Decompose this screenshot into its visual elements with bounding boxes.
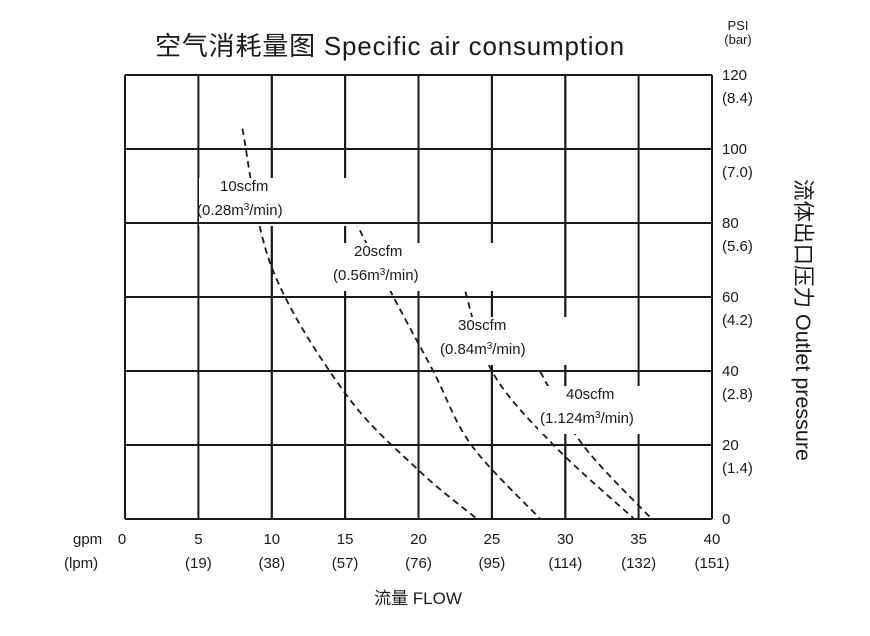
svg-text:0: 0 bbox=[118, 531, 126, 548]
svg-text:40: 40 bbox=[722, 363, 739, 380]
svg-text:25: 25 bbox=[484, 531, 501, 548]
svg-text:流体出口压力 Outlet pressure: 流体出口压力 Outlet pressure bbox=[791, 179, 815, 461]
svg-text:60: 60 bbox=[722, 289, 739, 306]
svg-text:40scfm: 40scfm bbox=[566, 386, 614, 403]
svg-text:35: 35 bbox=[630, 531, 647, 548]
svg-text:(8.4): (8.4) bbox=[722, 90, 753, 107]
svg-text:80: 80 bbox=[722, 215, 739, 232]
svg-text:(19): (19) bbox=[185, 555, 212, 572]
svg-text:100: 100 bbox=[722, 141, 747, 158]
svg-text:(38): (38) bbox=[258, 555, 285, 572]
svg-text:10scfm: 10scfm bbox=[220, 178, 268, 195]
svg-text:(2.8): (2.8) bbox=[722, 386, 753, 403]
svg-text:(0.56m3/min): (0.56m3/min) bbox=[333, 267, 419, 284]
svg-text:PSI: PSI bbox=[728, 18, 749, 33]
svg-text:(0.84m3/min): (0.84m3/min) bbox=[440, 341, 526, 358]
svg-text:gpm: gpm bbox=[73, 531, 102, 548]
svg-text:(1.4): (1.4) bbox=[722, 460, 753, 477]
svg-text:30scfm: 30scfm bbox=[458, 317, 506, 334]
svg-text:15: 15 bbox=[337, 531, 354, 548]
svg-text:(7.0): (7.0) bbox=[722, 164, 753, 181]
svg-text:(114): (114) bbox=[548, 555, 582, 572]
svg-text:(5.6): (5.6) bbox=[722, 238, 753, 255]
svg-text:(151): (151) bbox=[694, 555, 729, 572]
svg-text:流量 FLOW: 流量 FLOW bbox=[374, 589, 462, 608]
svg-text:40: 40 bbox=[704, 531, 721, 548]
svg-text:120: 120 bbox=[722, 67, 747, 84]
svg-text:(76): (76) bbox=[405, 555, 432, 572]
svg-text:(bar): (bar) bbox=[724, 32, 751, 47]
svg-text:5: 5 bbox=[194, 531, 202, 548]
svg-text:(1.124m3/min): (1.124m3/min) bbox=[540, 410, 634, 427]
svg-text:(lpm): (lpm) bbox=[64, 555, 98, 572]
svg-text:(132): (132) bbox=[621, 555, 656, 572]
svg-text:0: 0 bbox=[722, 511, 730, 528]
svg-text:(57): (57) bbox=[332, 555, 359, 572]
svg-text:(95): (95) bbox=[479, 555, 506, 572]
svg-text:(0.28m3/min): (0.28m3/min) bbox=[197, 202, 283, 219]
svg-text:20scfm: 20scfm bbox=[354, 243, 402, 260]
svg-text:10: 10 bbox=[263, 531, 280, 548]
svg-text:30: 30 bbox=[557, 531, 574, 548]
svg-text:20: 20 bbox=[722, 437, 739, 454]
svg-text:20: 20 bbox=[410, 531, 427, 548]
svg-text:(4.2): (4.2) bbox=[722, 312, 753, 329]
